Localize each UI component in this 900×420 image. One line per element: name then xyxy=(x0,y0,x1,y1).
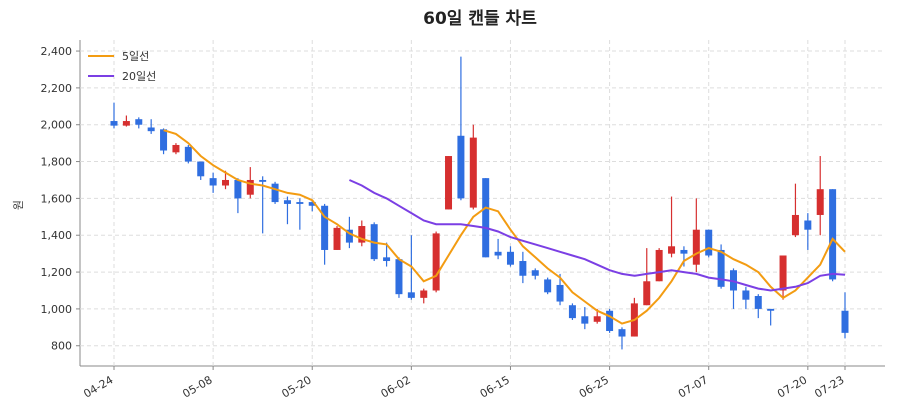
candle-body xyxy=(420,290,428,298)
candle-body xyxy=(246,179,254,195)
candle-body xyxy=(556,284,564,302)
candle-body xyxy=(680,249,688,254)
candle-body xyxy=(668,246,676,254)
candle-body xyxy=(296,202,304,204)
candle-body xyxy=(308,202,316,206)
candle-body xyxy=(209,178,217,186)
candle-body xyxy=(222,179,230,186)
candle-body xyxy=(742,290,750,300)
y-tick-label: 1,000 xyxy=(41,303,73,316)
candle-body xyxy=(717,249,725,287)
x-tick-label: 06-02 xyxy=(379,373,413,400)
candle-body xyxy=(283,200,291,204)
candle-body xyxy=(754,296,762,309)
candle-body xyxy=(345,229,353,243)
candle-body xyxy=(321,205,329,250)
legend-label: 5일선 xyxy=(122,49,149,63)
candle-body xyxy=(457,135,465,199)
y-tick-label: 2,200 xyxy=(41,82,73,95)
candle-body xyxy=(841,310,849,333)
candle-body xyxy=(445,156,453,210)
candle-body xyxy=(395,259,403,295)
candle-body xyxy=(197,161,205,177)
ma-line xyxy=(163,129,846,325)
candle-body xyxy=(358,226,366,243)
candle-body xyxy=(568,305,576,319)
candle-body xyxy=(618,329,626,337)
candle-body xyxy=(506,251,514,265)
candle-body xyxy=(234,179,242,199)
candle-body xyxy=(259,179,267,182)
candle-body xyxy=(160,129,168,151)
candle-body xyxy=(816,189,824,215)
x-tick-label: 05-20 xyxy=(280,373,314,400)
candle-body xyxy=(135,119,143,125)
candle-body xyxy=(544,279,552,293)
x-tick-label: 06-25 xyxy=(577,373,611,400)
candle-body xyxy=(383,257,391,262)
x-tick-label: 06-15 xyxy=(478,373,512,400)
candle-body xyxy=(407,292,415,298)
candle-body xyxy=(519,261,527,276)
x-tick-label: 07-20 xyxy=(775,373,809,400)
candle-body xyxy=(494,251,502,256)
y-tick-label: 1,800 xyxy=(41,156,73,169)
candle-body xyxy=(172,144,180,153)
candle-body xyxy=(469,137,477,208)
ma-line xyxy=(348,179,846,292)
candle-body xyxy=(110,121,118,126)
chart-title: 60일 캔들 차트 xyxy=(423,9,537,29)
y-tick-label: 2,400 xyxy=(41,45,73,58)
candle-body xyxy=(705,229,713,256)
candle-body xyxy=(531,270,539,276)
candle-body xyxy=(791,214,799,236)
candle-body xyxy=(804,220,812,230)
candle-body xyxy=(581,316,589,324)
candle-body xyxy=(692,229,700,265)
x-tick-label: 07-23 xyxy=(812,373,846,400)
candle-body xyxy=(767,308,775,311)
y-tick-label: 800 xyxy=(51,340,72,353)
x-tick-label: 04-24 xyxy=(81,373,115,400)
legend-label: 20일선 xyxy=(122,69,156,83)
candle-body xyxy=(643,281,651,306)
y-tick-label: 1,200 xyxy=(41,266,73,279)
candle-body xyxy=(655,249,663,282)
y-tick-label: 2,000 xyxy=(41,119,73,132)
x-tick-label: 07-07 xyxy=(676,373,710,400)
y-axis-label: 원 xyxy=(12,200,25,210)
candle-body xyxy=(432,233,440,291)
candle-body xyxy=(333,227,341,250)
candle-body xyxy=(482,178,490,258)
candle-body xyxy=(779,255,787,291)
candle-body xyxy=(122,121,130,126)
y-tick-label: 1,400 xyxy=(41,229,73,242)
candle-body xyxy=(271,183,279,203)
candle-body xyxy=(829,189,837,280)
y-tick-label: 1,600 xyxy=(41,192,73,205)
candle-body xyxy=(606,310,614,332)
candle-body xyxy=(184,146,192,162)
candle-body xyxy=(593,316,601,322)
x-tick-label: 05-08 xyxy=(180,373,214,400)
candle-body xyxy=(147,127,155,132)
